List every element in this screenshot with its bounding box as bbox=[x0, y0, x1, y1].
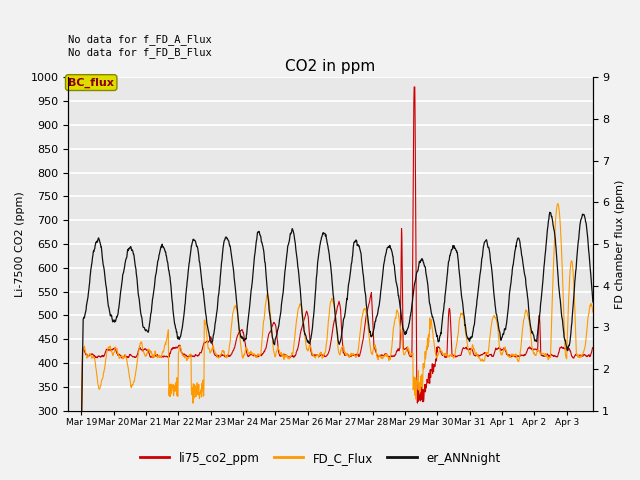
Y-axis label: Li-7500 CO2 (ppm): Li-7500 CO2 (ppm) bbox=[15, 191, 25, 297]
Legend: li75_co2_ppm, FD_C_Flux, er_ANNnight: li75_co2_ppm, FD_C_Flux, er_ANNnight bbox=[135, 447, 505, 469]
Text: No data for f_FD_A_Flux
No data for f_FD_B_Flux: No data for f_FD_A_Flux No data for f_FD… bbox=[68, 34, 212, 58]
Y-axis label: FD chamber flux (ppm): FD chamber flux (ppm) bbox=[615, 180, 625, 309]
Text: BC_flux: BC_flux bbox=[68, 77, 114, 88]
Title: CO2 in ppm: CO2 in ppm bbox=[285, 59, 376, 73]
